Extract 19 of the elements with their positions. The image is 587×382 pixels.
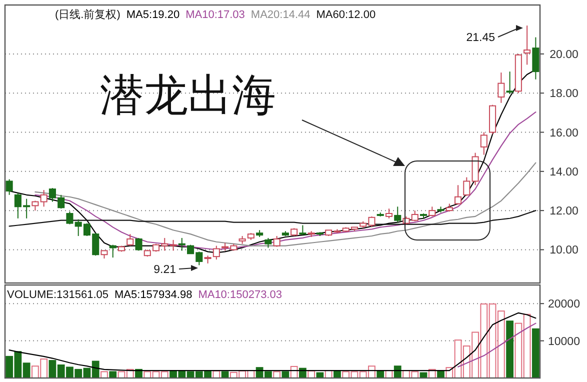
annotation: 潜龙出海: [100, 70, 276, 121]
annotation: 21.45: [466, 32, 495, 44]
chart-title: VOLUME:131561.05: [7, 289, 109, 301]
text: MA60:12.00: [316, 9, 376, 21]
chart-title: (日线.前复权): [55, 8, 120, 21]
y-tick-label: 20.00: [550, 48, 578, 61]
text: MA10:17.03: [186, 9, 245, 21]
text: MA5:157934.98: [114, 289, 192, 301]
text: MA10:150273.03: [198, 289, 282, 301]
y-tick-label: 20000: [548, 298, 580, 311]
y-tick-label: 16.00: [550, 127, 578, 140]
text: MA20:14.44: [250, 9, 310, 21]
y-tick-label: 14.00: [550, 166, 578, 178]
y-tick-label: 10.00: [550, 244, 578, 257]
y-tick-label: 18.00: [550, 88, 578, 100]
y-tick-label: 10000: [548, 336, 580, 348]
text: MA5:19.20: [126, 9, 180, 21]
y-tick-label: 12.00: [550, 206, 578, 218]
annotation: 9.21: [154, 264, 176, 276]
